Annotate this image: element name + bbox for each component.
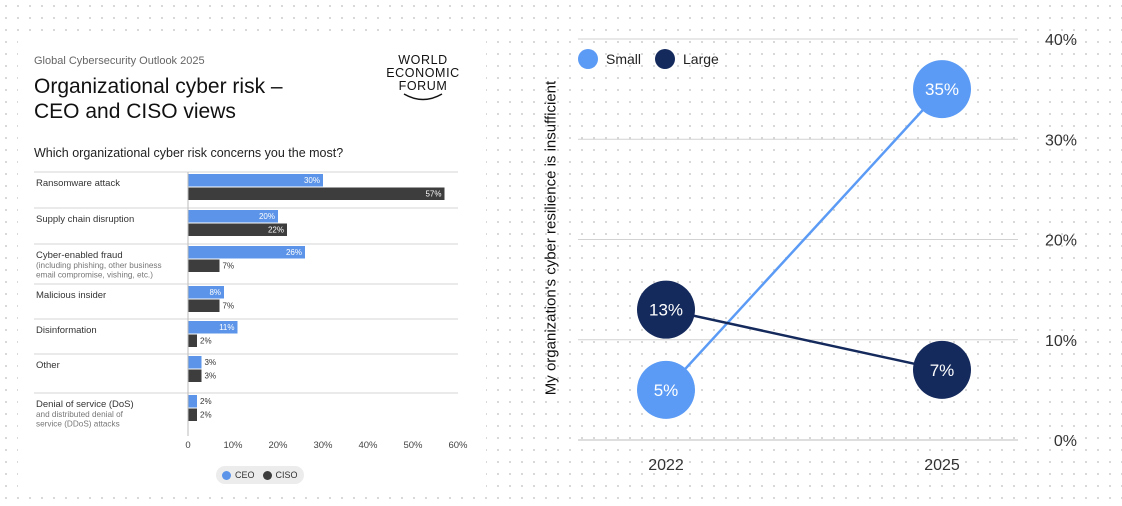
chart-question: Which organizational cyber risk concerns… (34, 146, 344, 160)
logo-arc-icon (403, 93, 443, 101)
logo-line-3: FORUM (398, 79, 448, 93)
bar-legend[interactable]: CEO CISO (216, 466, 304, 484)
x-tick-label: 10% (223, 440, 243, 451)
category-label: Other (36, 360, 60, 371)
legend-ciso-label: CISO (275, 470, 298, 480)
bar-ceo (188, 246, 305, 259)
logo-line-2: ECONOMIC (386, 66, 460, 80)
bar-value-label: 8% (209, 288, 221, 297)
legend-large-swatch (655, 49, 676, 69)
y-tick-label: 40% (1045, 32, 1077, 49)
bar-ceo (188, 321, 238, 334)
logo-line-1: WORLD (398, 53, 448, 67)
bar-value-label: 2% (200, 411, 212, 420)
bar-ceo (188, 174, 323, 187)
legend-ceo-label: CEO (235, 470, 255, 480)
bar-value-label: 2% (200, 397, 212, 406)
bar-value-label: 7% (223, 302, 235, 311)
x-tick-label: 2022 (648, 457, 684, 474)
x-tick-label: 0 (185, 440, 190, 451)
legend-ceo-swatch (222, 470, 231, 480)
bar-ceo (188, 286, 224, 299)
category-label: Supply chain disruption (36, 214, 134, 225)
category-label: Cyber-enabled fraud (including phishing, … (36, 250, 162, 280)
legend-ciso-swatch (262, 470, 272, 480)
bar-ciso (188, 187, 445, 200)
bar-ciso (188, 369, 202, 382)
line-legend: Small Large (578, 49, 719, 69)
bar-ciso (188, 299, 220, 312)
data-point-large (913, 340, 971, 399)
x-tick-label: 30% (313, 440, 333, 451)
series-line-large (665, 308, 943, 372)
bar-value-label: 2% (200, 337, 212, 346)
x-tick-label: 40% (358, 440, 378, 451)
legend-small-label: Small (606, 51, 642, 67)
category-label: Ransomware attack (36, 178, 120, 189)
bar-ceo (188, 356, 202, 369)
y-tick-label: 20% (1045, 233, 1077, 250)
bar-ciso (188, 334, 197, 347)
x-tick-label: 2025 (924, 457, 960, 474)
bar-chart: Ransomware attack 30% 57% Supply chain disr… (34, 171, 468, 451)
series-line-small (665, 88, 943, 391)
bar-value-label: 3% (205, 358, 217, 367)
line-y-axis-title: My organization's cyber resilience is in… (542, 80, 560, 396)
bar-value-label: 30% (304, 176, 320, 185)
bar-ciso (188, 223, 287, 236)
data-point-label: 35% (925, 80, 959, 99)
category-label: Malicious insider (36, 290, 106, 301)
bar-value-label: 26% (286, 248, 302, 257)
y-tick-label: 30% (1045, 132, 1077, 149)
title-line-2: CEO and CISO views (34, 100, 236, 123)
bar-value-label: 3% (205, 372, 217, 381)
x-tick-label: 20% (268, 440, 288, 451)
category-label: Denial of service (DoS) and distributed d… (36, 399, 134, 429)
y-tick-label: 0% (1054, 433, 1077, 450)
bar-ceo (188, 210, 278, 223)
wef-logo: WORLD ECONOMIC FORUM (378, 54, 468, 114)
data-point-large (637, 280, 695, 339)
bar-value-label: 11% (219, 323, 234, 332)
data-point-small (913, 60, 971, 119)
bar-value-label: 7% (223, 262, 235, 271)
bar-ciso (188, 408, 197, 421)
bar-value-label: 57% (425, 190, 441, 199)
data-point-label: 5% (654, 381, 679, 400)
legend-large-label: Large (683, 51, 719, 67)
legend-small-swatch (578, 49, 598, 69)
bar-value-label: 22% (268, 226, 284, 235)
data-point-label: 13% (649, 301, 683, 320)
bar-ciso (188, 259, 220, 272)
title-line-1: Organizational cyber risk – (34, 75, 283, 98)
data-point-small (637, 360, 695, 419)
chart-title: Organizational cyber risk – CEO and CISO… (34, 74, 334, 124)
x-tick-label: 60% (448, 440, 468, 451)
bar-ceo (188, 395, 197, 408)
left-chart-panel: Global Cybersecurity Outlook 2025 Organi… (18, 34, 486, 490)
x-tick-label: 50% (403, 440, 423, 451)
chart-subtitle: Global Cybersecurity Outlook 2025 (34, 55, 205, 67)
y-tick-label: 10% (1045, 333, 1077, 350)
bar-value-label: 20% (259, 212, 275, 221)
category-label: Disinformation (36, 325, 97, 336)
data-point-label: 7% (930, 361, 955, 380)
line-chart: 0% 10% 20% 30% 40% 2022 2025 5% 35% 13% 7% (578, 32, 1077, 474)
